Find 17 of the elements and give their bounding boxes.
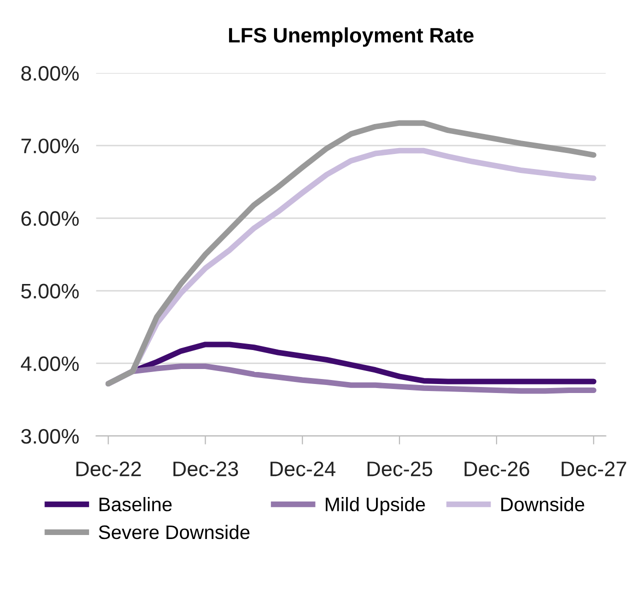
legend-label: Mild Upside [326,497,425,516]
chart-title: LFS Unemployment Rate [229,27,474,47]
legend-label: Severe Downside [98,524,250,540]
y-tick-label: 3.00% [21,428,79,444]
x-tick-label: Dec-24 [270,462,336,476]
y-tick-label: 6.00% [21,211,79,226]
legend-label: Downside [501,497,584,512]
y-tick-label: 7.00% [21,138,79,154]
y-tick-label: 5.00% [21,284,79,299]
x-tick-label: Dec-26 [464,462,530,476]
x-tick-label: Dec-23 [173,462,238,476]
y-tick-label: 4.00% [20,356,79,372]
legend-label: Baseline [100,497,172,512]
x-tick-label: Dec-27 [562,462,626,476]
x-tick-label: Dec-22 [76,462,141,476]
x-tick-label: Dec-25 [368,462,432,476]
y-tick-label: 8.00% [21,66,79,81]
